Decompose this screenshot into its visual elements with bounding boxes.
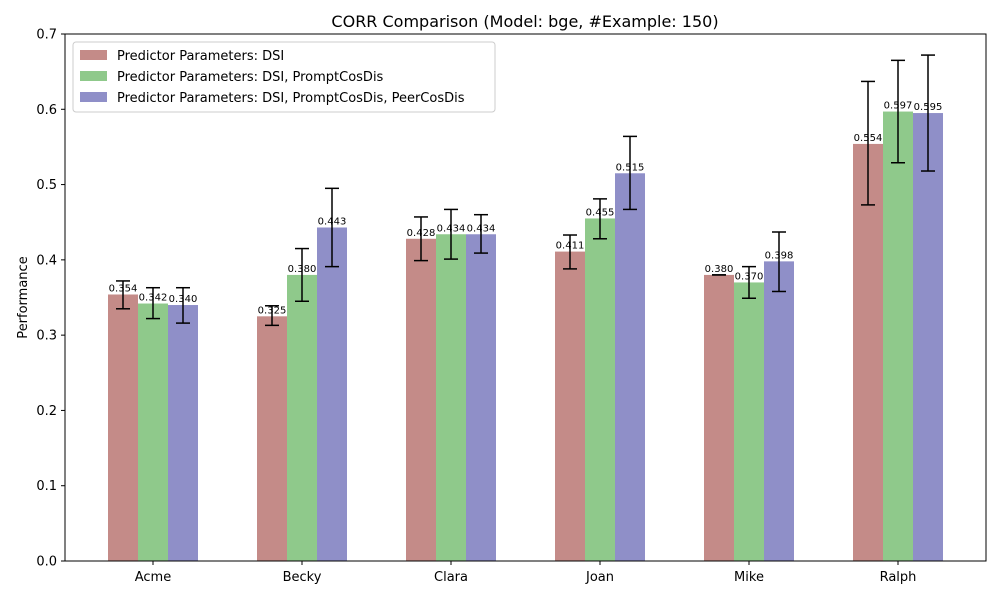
- bar-value-label: 0.380: [288, 264, 317, 275]
- y-tick-label: 0.4: [36, 253, 57, 268]
- bar-value-label: 0.515: [616, 162, 645, 173]
- error-bar: [116, 280, 130, 310]
- error-bar: [414, 216, 428, 262]
- y-tick-label: 0.2: [36, 404, 57, 419]
- bar-value-label: 0.595: [914, 102, 943, 113]
- legend-box: [72, 41, 496, 113]
- error-bar: [265, 305, 279, 327]
- error-bar: [921, 54, 935, 172]
- error-bar: [295, 247, 309, 303]
- legend-label: Predictor Parameters: DSI: [117, 49, 284, 64]
- x-tick-label: Joan: [585, 570, 614, 585]
- bar-value-label: 0.354: [109, 283, 138, 294]
- bar-value-label: 0.380: [705, 264, 734, 275]
- bar: [704, 274, 734, 561]
- error-bar: [742, 265, 756, 300]
- bar: [764, 261, 794, 561]
- bar: [287, 274, 317, 561]
- x-tick-label: Acme: [135, 570, 171, 585]
- bar: [317, 227, 347, 561]
- bar-value-label: 0.597: [884, 101, 913, 112]
- y-tick-label: 0.5: [36, 178, 57, 193]
- axes-layer: 0.0 0.1 0.2 0.3 0.4 0.5 0.6 0.7 Acme Becky Clara Jo…: [16, 28, 987, 585]
- bars-layer: [108, 111, 943, 562]
- bar: [853, 143, 883, 561]
- bar: [585, 218, 615, 561]
- bar-value-label: 0.398: [765, 250, 794, 261]
- x-tick-label: Becky: [283, 570, 322, 585]
- legend-swatch: [80, 71, 107, 81]
- bar: [913, 113, 943, 562]
- error-bar: [146, 286, 160, 320]
- bar-value-label: 0.455: [586, 207, 615, 218]
- legend-item: Predictor Parameters: DSI, PromptCosDis: [80, 70, 384, 85]
- error-bar: [563, 234, 577, 270]
- bar: [466, 234, 496, 561]
- error-bar: [891, 59, 905, 164]
- bar: [883, 111, 913, 562]
- plot-frame: [64, 33, 987, 562]
- y-tick-label: 0.3: [36, 329, 57, 344]
- legend-label: Predictor Parameters: DSI, PromptCosDis,…: [117, 91, 465, 106]
- bar-value-label: 0.342: [139, 293, 168, 304]
- bar-value-label: 0.428: [407, 228, 436, 239]
- bar-labels-layer: 0.354 0.325 0.428 0.411 0.380 0.554 0.342 0.380…: [109, 101, 943, 317]
- x-tick-label: Clara: [434, 570, 468, 585]
- legend-item: Predictor Parameters: DSI: [80, 49, 284, 64]
- legend-item: Predictor Parameters: DSI, PromptCosDis,…: [80, 91, 465, 106]
- error-bar: [474, 213, 488, 254]
- bar-value-label: 0.434: [437, 223, 466, 234]
- bar: [734, 282, 764, 561]
- error-bar: [623, 135, 637, 211]
- bar: [615, 173, 645, 561]
- y-axis-label: Performance: [16, 256, 31, 338]
- error-bar: [325, 187, 339, 268]
- legend-swatch: [80, 50, 107, 60]
- x-tick-label: Ralph: [880, 570, 917, 585]
- bar-value-label: 0.443: [318, 216, 347, 227]
- legend-label: Predictor Parameters: DSI, PromptCosDis: [117, 70, 384, 85]
- y-tick-label: 0.0: [36, 555, 57, 570]
- chart-title: CORR Comparison (Model: bge, #Example: 1…: [331, 12, 718, 31]
- bar-value-label: 0.554: [854, 133, 883, 144]
- bar-value-label: 0.370: [735, 271, 764, 282]
- y-tick-label: 0.7: [36, 28, 57, 43]
- x-tick-label: Mike: [734, 570, 764, 585]
- bar: [436, 234, 466, 561]
- bar-value-label: 0.411: [556, 241, 585, 252]
- error-bar: [176, 286, 190, 324]
- bar: [108, 294, 138, 561]
- error-bar: [593, 198, 607, 240]
- legend: Predictor Parameters: DSI Predictor Param…: [72, 41, 496, 113]
- bar-value-label: 0.340: [169, 294, 198, 305]
- y-tick-label: 0.1: [36, 479, 57, 494]
- bar: [406, 238, 436, 561]
- error-bars-layer: [116, 54, 935, 327]
- error-bar: [772, 231, 786, 293]
- bar: [257, 316, 287, 561]
- legend-swatch: [80, 92, 107, 102]
- error-bar: [861, 80, 875, 206]
- error-bar: [444, 208, 458, 260]
- bar: [168, 305, 198, 561]
- y-tick-label: 0.6: [36, 103, 57, 118]
- bar: [555, 251, 585, 561]
- bar-value-label: 0.434: [467, 223, 496, 234]
- bar-value-label: 0.325: [258, 305, 287, 316]
- bar: [138, 303, 168, 561]
